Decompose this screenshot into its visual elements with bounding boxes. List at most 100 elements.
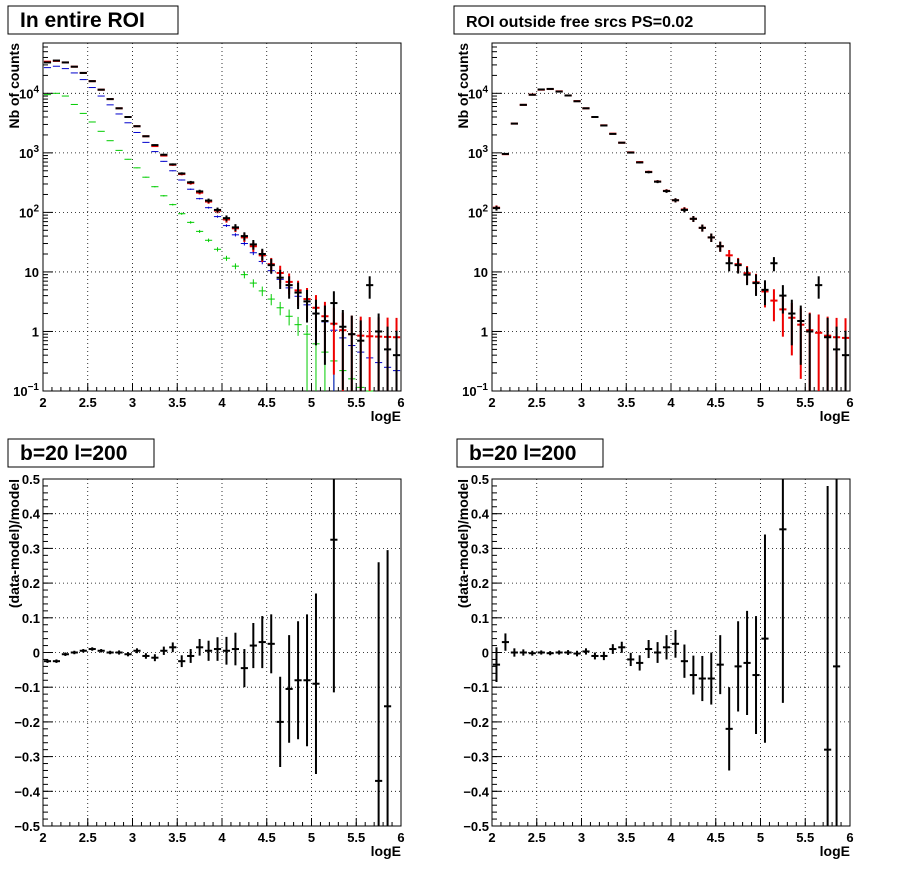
- y-tick-base: 10: [19, 205, 33, 220]
- y-tick-label: −0.2: [14, 715, 40, 730]
- x-tick-label: 2: [39, 830, 46, 845]
- chart-panel-3: 2 2.5 3 3.5 4 4.5 5 5.5 6 −0.5 −0.4 −0.3 −0.2 −0.1 0 0.…: [6, 438, 405, 859]
- y-tick-base: 10: [468, 146, 482, 161]
- y-tick-label: 102: [19, 203, 39, 220]
- y-tick-label: 1: [32, 324, 39, 339]
- y-tick-label: 0.4: [22, 507, 41, 522]
- x-tick-label: 3.5: [168, 830, 186, 845]
- x-axis-title: logE: [820, 843, 850, 859]
- y-tick-exponent: −1: [28, 382, 40, 393]
- x-tick-label: 4: [667, 395, 675, 410]
- y-axis-title: Nb of counts: [455, 43, 471, 129]
- x-tick-label: 4: [218, 395, 226, 410]
- x-tick-label: 6: [397, 395, 404, 410]
- y-tick-label: 0.5: [471, 472, 489, 487]
- chart-title: ROI outside free srcs PS=0.02: [466, 14, 693, 31]
- chart-panel-4: 2 2.5 3 3.5 4 4.5 5 5.5 6 −0.5 −0.4 −0.3 −0.2 −0.1 0 0.…: [455, 438, 854, 859]
- y-tick-label: 10−1: [462, 382, 488, 399]
- y-tick-label: −0.1: [463, 680, 489, 695]
- y-tick-label: −0.3: [463, 750, 489, 765]
- y-tick-label: 103: [468, 144, 488, 161]
- y-tick-base: 1: [32, 324, 39, 339]
- y-tick-exponent: −1: [477, 382, 489, 393]
- y-tick-base: 10: [474, 265, 488, 280]
- series-1: [43, 479, 392, 826]
- y-tick-label: 10: [474, 265, 488, 280]
- title-box: [7, 438, 155, 468]
- x-tick-label: 3.5: [168, 395, 186, 410]
- y-tick-label: 104: [468, 84, 488, 101]
- y-tick-base: 10: [19, 86, 33, 101]
- plot-frame: [42, 42, 402, 392]
- chart-panel-1: 2 2.5 3 3.5 4 4.5 5 5.5 610−1110102103104logENb …: [6, 5, 405, 424]
- y-tick-exponent: 2: [482, 203, 488, 214]
- x-tick-label: 6: [397, 830, 404, 845]
- y-tick-base: 10: [462, 384, 476, 399]
- x-tick-label: 4.5: [707, 830, 725, 845]
- y-tick-label: 0: [33, 646, 40, 661]
- chart-title: b=20 l=200: [20, 442, 127, 465]
- y-axis-title: (data-model)/model: [6, 479, 22, 608]
- y-tick-exponent: 3: [482, 144, 488, 155]
- x-tick-label: 4.5: [258, 395, 276, 410]
- x-tick-label: 2.5: [528, 395, 546, 410]
- x-tick-label: 3: [129, 830, 136, 845]
- y-tick-label: 10: [25, 265, 39, 280]
- x-tick-label: 5.5: [347, 395, 365, 410]
- y-tick-exponent: 3: [33, 144, 39, 155]
- x-tick-label: 5: [308, 395, 315, 410]
- series-1: [492, 479, 841, 826]
- y-tick-label: 0.3: [22, 541, 40, 556]
- x-tick-label: 4.5: [707, 395, 725, 410]
- chart-title: b=20 l=200: [469, 442, 576, 465]
- y-tick-base: 10: [19, 146, 33, 161]
- y-tick-label: −0.3: [14, 750, 40, 765]
- x-tick-label: 5: [308, 830, 315, 845]
- series-4: [43, 59, 401, 391]
- x-tick-label: 6: [846, 830, 853, 845]
- x-tick-label: 5.5: [796, 395, 814, 410]
- y-tick-label: 0: [482, 646, 489, 661]
- title-box: [456, 438, 604, 468]
- y-tick-label: 0.4: [471, 507, 490, 522]
- y-tick-label: 104: [19, 84, 39, 101]
- x-tick-label: 5.5: [347, 830, 365, 845]
- y-tick-label: 0.3: [471, 541, 489, 556]
- y-tick-exponent: 2: [33, 203, 39, 214]
- x-tick-label: 4.5: [258, 830, 276, 845]
- y-tick-label: 0.2: [22, 576, 40, 591]
- y-tick-base: 10: [468, 86, 482, 101]
- series-2: [492, 87, 850, 391]
- x-axis-title: logE: [820, 408, 850, 424]
- x-tick-label: 2: [39, 395, 46, 410]
- x-tick-label: 4: [667, 830, 675, 845]
- x-tick-label: 3.5: [617, 395, 635, 410]
- x-tick-label: 2.5: [79, 395, 97, 410]
- y-axis-title: (data-model)/model: [455, 479, 471, 608]
- x-tick-label: 5: [757, 395, 764, 410]
- x-tick-label: 5: [757, 830, 764, 845]
- y-tick-label: 0.2: [471, 576, 489, 591]
- y-tick-label: 10−1: [13, 382, 39, 399]
- x-tick-label: 2: [488, 395, 495, 410]
- title-box: [453, 5, 766, 35]
- x-tick-label: 5.5: [796, 830, 814, 845]
- y-tick-label: −0.5: [14, 819, 40, 834]
- chart-panel-2: 2 2.5 3 3.5 4 4.5 5 5.5 610−1110102103104logENb …: [453, 5, 854, 424]
- x-axis-title: logE: [371, 843, 401, 859]
- y-tick-label: −0.2: [463, 715, 489, 730]
- x-tick-label: 3: [578, 830, 585, 845]
- y-axis-title: Nb of counts: [6, 43, 22, 129]
- x-tick-label: 3: [129, 395, 136, 410]
- x-tick-label: 6: [846, 395, 853, 410]
- x-tick-label: 3: [578, 395, 585, 410]
- y-tick-label: 103: [19, 144, 39, 161]
- title-box: [7, 5, 179, 35]
- y-tick-label: −0.5: [463, 819, 489, 834]
- y-tick-base: 10: [13, 384, 27, 399]
- y-tick-label: 0.5: [22, 472, 40, 487]
- y-tick-exponent: 4: [482, 84, 488, 95]
- y-tick-base: 1: [481, 324, 488, 339]
- y-tick-label: −0.1: [14, 680, 40, 695]
